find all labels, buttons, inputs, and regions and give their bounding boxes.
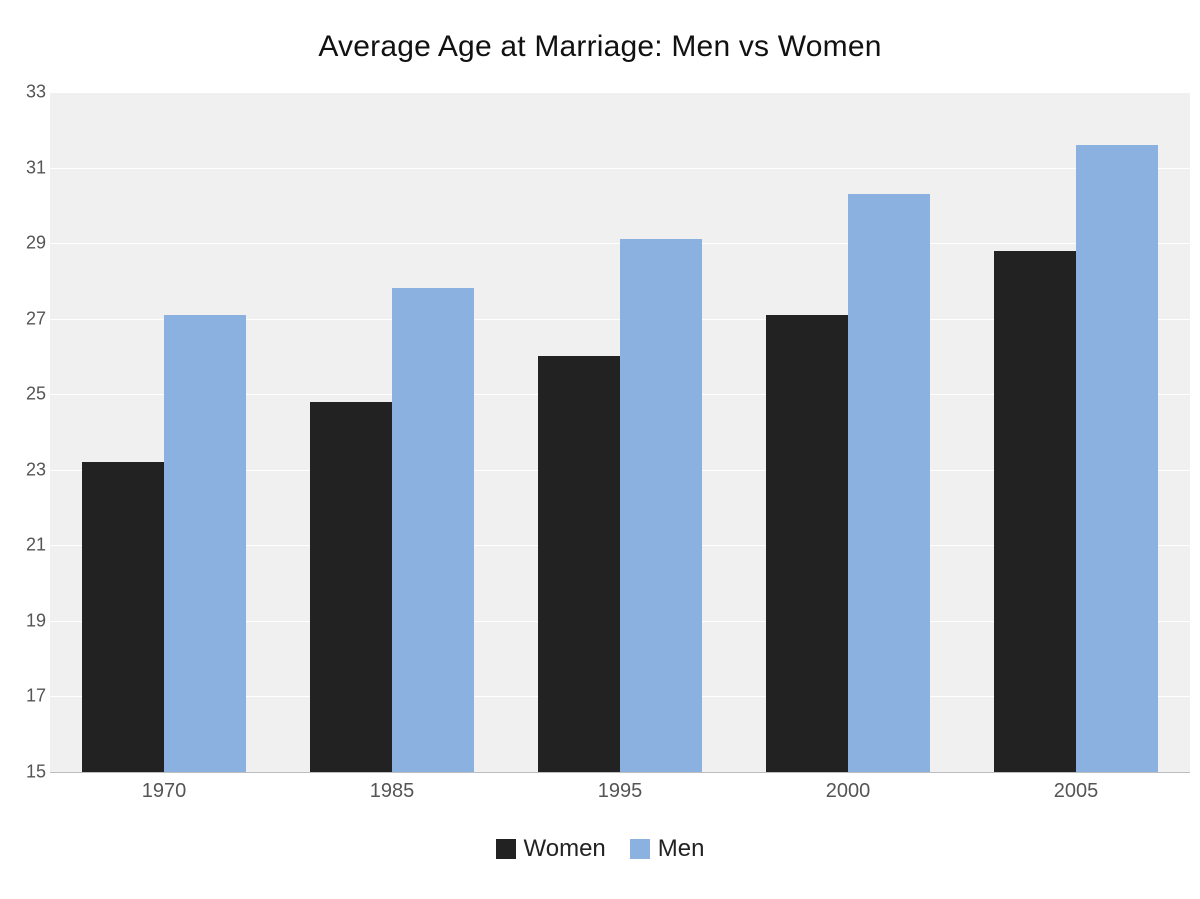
legend-label: Women — [524, 835, 606, 863]
y-tick-label: 33 — [6, 82, 46, 103]
y-tick-label: 29 — [6, 233, 46, 254]
legend-swatch — [496, 839, 516, 859]
y-tick-label: 25 — [6, 384, 46, 405]
gridline — [50, 92, 1190, 93]
bar-men — [164, 315, 246, 772]
bar-women — [82, 462, 164, 772]
y-tick-label: 15 — [6, 762, 46, 783]
x-tick-label: 1970 — [104, 780, 224, 803]
legend-swatch — [630, 839, 650, 859]
bar-women — [310, 402, 392, 772]
gridline — [50, 168, 1190, 169]
x-tick-label: 1985 — [332, 780, 452, 803]
x-tick-label: 2005 — [1016, 780, 1136, 803]
bar-women — [994, 251, 1076, 772]
y-tick-label: 21 — [6, 535, 46, 556]
legend-label: Men — [658, 835, 705, 863]
bar-men — [848, 194, 930, 772]
bar-men — [620, 239, 702, 772]
chart-title: Average Age at Marriage: Men vs Women — [0, 30, 1200, 64]
y-tick-label: 31 — [6, 157, 46, 178]
x-tick-label: 2000 — [788, 780, 908, 803]
bar-men — [1076, 145, 1158, 772]
legend: Women Men — [0, 835, 1200, 866]
chart-container: Average Age at Marriage: Men vs Women 15… — [0, 0, 1200, 899]
y-tick-label: 27 — [6, 308, 46, 329]
y-tick-label: 17 — [6, 686, 46, 707]
bar-men — [392, 288, 474, 772]
plot-area — [50, 92, 1190, 773]
x-tick-label: 1995 — [560, 780, 680, 803]
legend-item-men: Men — [630, 835, 705, 863]
legend-item-women: Women — [496, 835, 606, 863]
y-tick-label: 19 — [6, 610, 46, 631]
y-tick-label: 23 — [6, 459, 46, 480]
bar-women — [538, 356, 620, 772]
bar-women — [766, 315, 848, 772]
